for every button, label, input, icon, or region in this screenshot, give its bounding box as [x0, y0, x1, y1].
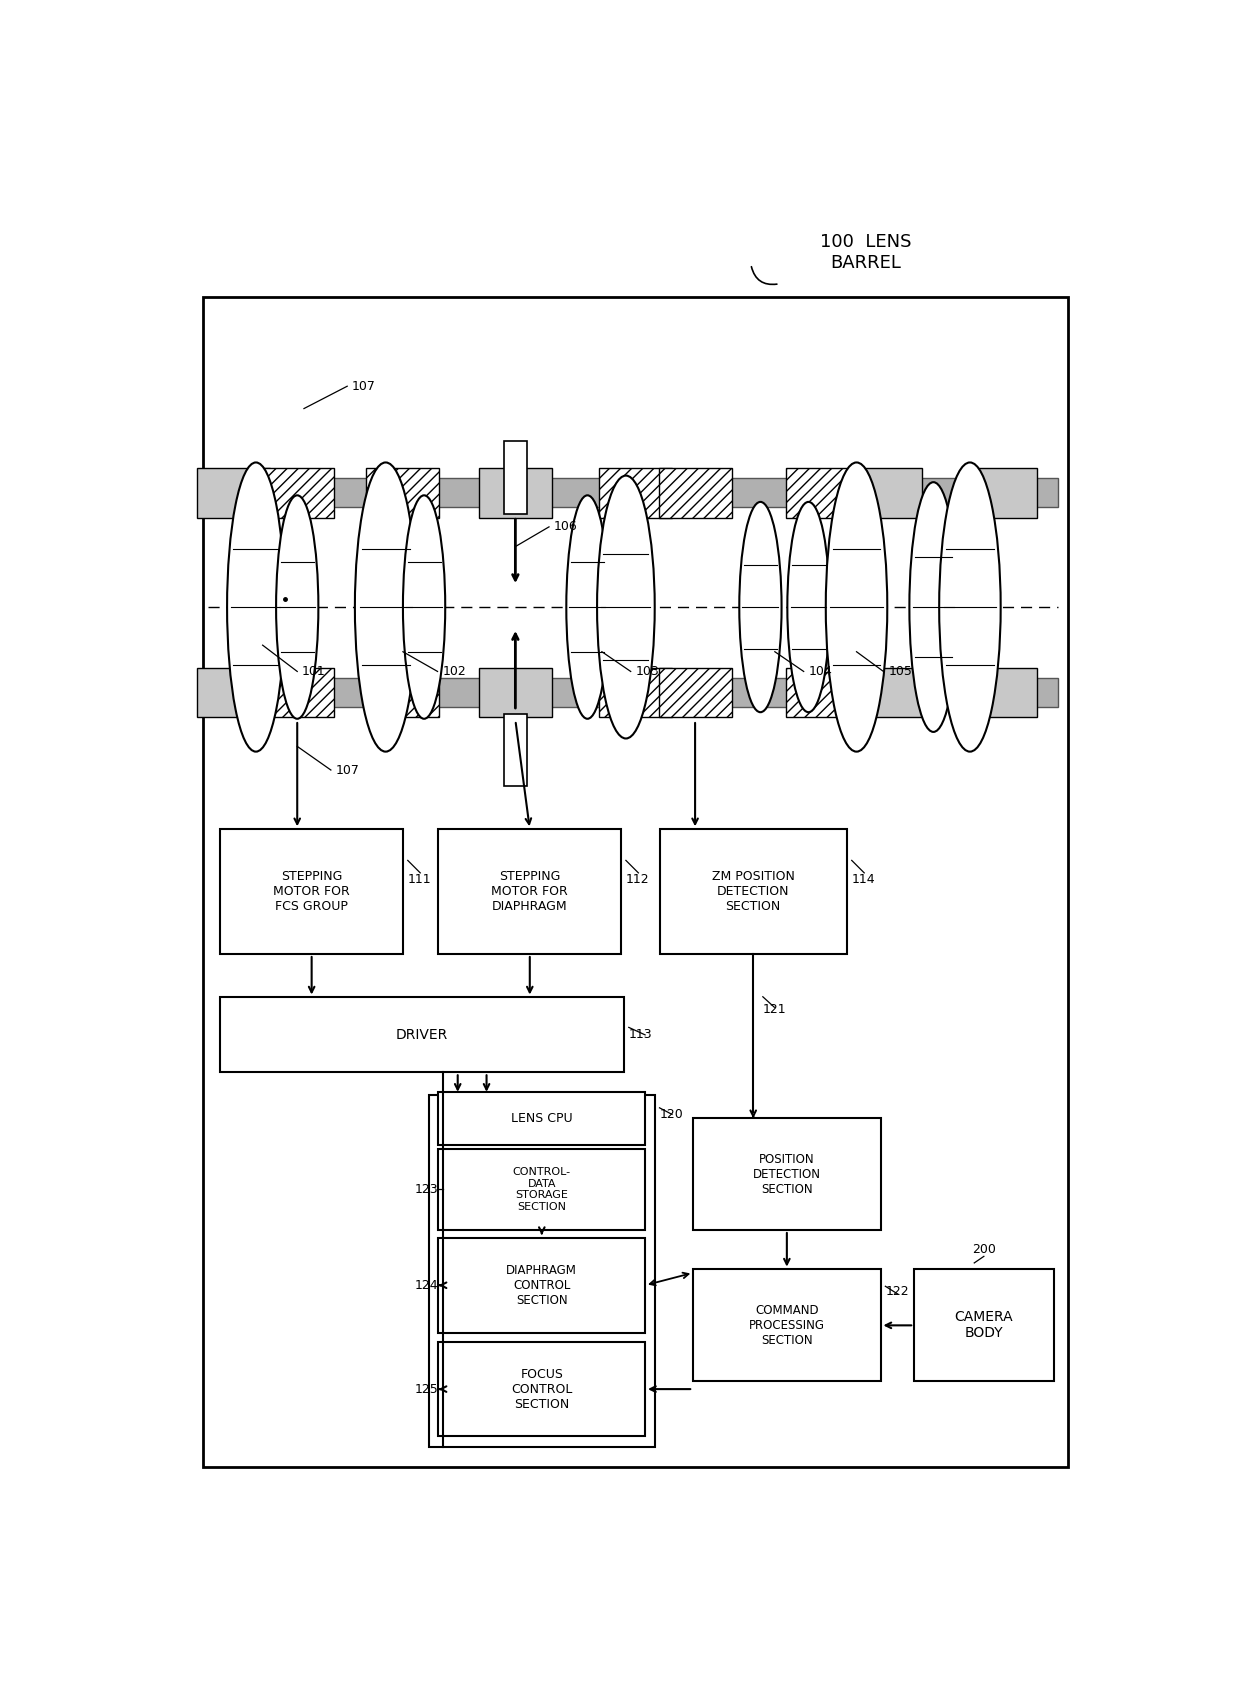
- Text: 111: 111: [408, 872, 432, 886]
- Text: 106: 106: [554, 521, 578, 533]
- Bar: [439, 1092, 645, 1145]
- Text: CAMERA
BODY: CAMERA BODY: [955, 1311, 1013, 1340]
- Text: 123: 123: [415, 1183, 439, 1197]
- Ellipse shape: [567, 495, 609, 719]
- Bar: [786, 468, 859, 517]
- Text: ZM POSITION
DETECTION
SECTION: ZM POSITION DETECTION SECTION: [712, 871, 795, 913]
- Ellipse shape: [227, 463, 285, 751]
- Text: STEPPING
MOTOR FOR
FCS GROUP: STEPPING MOTOR FOR FCS GROUP: [273, 871, 350, 913]
- Ellipse shape: [826, 463, 888, 751]
- Bar: [197, 667, 270, 717]
- Text: DRIVER: DRIVER: [396, 1028, 449, 1041]
- Text: 120: 120: [660, 1108, 683, 1121]
- Text: 125: 125: [414, 1383, 439, 1396]
- Bar: [439, 1238, 645, 1333]
- Text: 103: 103: [635, 666, 660, 678]
- Bar: [221, 830, 403, 954]
- Text: 112: 112: [626, 872, 650, 886]
- Bar: [503, 714, 527, 785]
- Bar: [367, 468, 439, 517]
- Bar: [658, 468, 732, 517]
- Text: 113: 113: [629, 1028, 652, 1041]
- Text: DIAPHRAGM
CONTROL
SECTION: DIAPHRAGM CONTROL SECTION: [506, 1263, 578, 1308]
- Text: STEPPING
MOTOR FOR
DIAPHRAGM: STEPPING MOTOR FOR DIAPHRAGM: [491, 871, 568, 913]
- Ellipse shape: [787, 502, 830, 712]
- Bar: [693, 1118, 880, 1231]
- Text: 200: 200: [972, 1243, 996, 1256]
- Ellipse shape: [596, 476, 655, 739]
- Text: 102: 102: [443, 666, 466, 678]
- Text: 101: 101: [303, 666, 326, 678]
- Bar: [439, 1149, 645, 1231]
- Bar: [660, 830, 847, 954]
- Bar: [197, 468, 270, 517]
- Text: 114: 114: [852, 872, 875, 886]
- Text: 104: 104: [808, 666, 832, 678]
- Text: 122: 122: [885, 1285, 909, 1299]
- Ellipse shape: [277, 495, 319, 719]
- Ellipse shape: [739, 502, 781, 712]
- Bar: [503, 442, 527, 514]
- Bar: [599, 468, 672, 517]
- Text: COMMAND
PROCESSING
SECTION: COMMAND PROCESSING SECTION: [749, 1304, 825, 1347]
- Bar: [260, 667, 334, 717]
- Bar: [849, 468, 921, 517]
- Ellipse shape: [355, 463, 417, 751]
- Text: 105: 105: [888, 666, 913, 678]
- Bar: [260, 468, 334, 517]
- Text: 121: 121: [763, 1004, 786, 1016]
- Bar: [367, 667, 439, 717]
- Bar: [203, 297, 1068, 1466]
- Text: 100  LENS
BARREL: 100 LENS BARREL: [821, 232, 911, 271]
- Bar: [429, 1094, 655, 1448]
- Text: 107: 107: [336, 763, 360, 777]
- Ellipse shape: [909, 481, 957, 732]
- Ellipse shape: [939, 463, 1001, 751]
- Bar: [439, 1342, 645, 1436]
- Bar: [208, 678, 1058, 707]
- Bar: [849, 667, 921, 717]
- Ellipse shape: [403, 495, 445, 719]
- Text: LENS CPU: LENS CPU: [511, 1111, 573, 1125]
- Bar: [479, 468, 552, 517]
- Bar: [658, 667, 732, 717]
- Bar: [965, 468, 1037, 517]
- Bar: [221, 997, 624, 1072]
- Bar: [914, 1270, 1054, 1381]
- Bar: [965, 667, 1037, 717]
- Bar: [599, 667, 672, 717]
- Bar: [786, 667, 859, 717]
- Bar: [208, 478, 1058, 507]
- Bar: [479, 667, 552, 717]
- Text: FOCUS
CONTROL
SECTION: FOCUS CONTROL SECTION: [511, 1367, 573, 1410]
- Text: 124: 124: [415, 1279, 439, 1292]
- Text: 107: 107: [352, 379, 376, 393]
- Bar: [693, 1270, 880, 1381]
- Bar: [439, 830, 621, 954]
- Text: CONTROL-
DATA
STORAGE
SECTION: CONTROL- DATA STORAGE SECTION: [513, 1168, 570, 1212]
- Text: POSITION
DETECTION
SECTION: POSITION DETECTION SECTION: [753, 1152, 821, 1195]
